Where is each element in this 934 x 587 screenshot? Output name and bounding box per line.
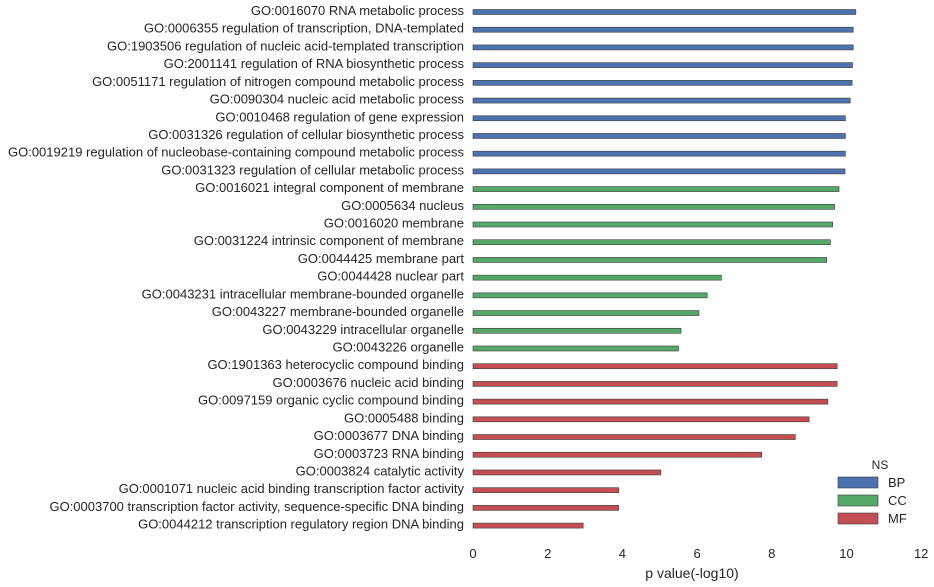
category-label: GO:0003676 nucleic acid binding: [272, 375, 464, 390]
x-tick-label: 2: [544, 546, 551, 561]
bar-cc: [472, 327, 682, 334]
bar-cc: [472, 292, 708, 299]
bar-mf: [472, 381, 838, 387]
category-label: GO:0043229 intracellular organelle: [262, 322, 464, 337]
x-tick-label: 4: [619, 546, 626, 561]
x-axis: p value(-log10) 0 2 4 6 8 10 12: [469, 546, 928, 581]
category-label: GO:0016021 integral component of membran…: [195, 180, 464, 195]
bar-mf: [472, 416, 810, 423]
x-tick-label: 6: [693, 546, 700, 561]
category-label: GO:0016020 membrane: [324, 216, 464, 231]
bar-bp: [472, 26, 854, 33]
legend-swatch-cc: [837, 494, 879, 507]
category-label: GO:0010468 regulation of gene expression: [215, 109, 464, 124]
category-label: GO:0005634 nucleus: [341, 198, 464, 213]
legend-swatch-bp: [837, 476, 879, 489]
category-label: GO:0031326 regulation of cellular biosyn…: [148, 127, 464, 142]
bar-bp: [472, 9, 857, 15]
x-tick-label: 12: [914, 546, 928, 561]
bar-bp: [472, 115, 846, 122]
bar-mf: [472, 451, 763, 458]
bar-bp: [472, 168, 846, 175]
category-label: GO:0043226 organelle: [332, 339, 464, 354]
bar-bp: [472, 150, 846, 157]
category-labels: GO:0016070 RNA metabolic process GO:00063…: [8, 3, 465, 532]
category-label: GO:0019219 regulation of nucleobase-cont…: [8, 145, 465, 160]
bar-cc: [472, 257, 828, 263]
category-label: GO:0043231 intracellular membrane-bounde…: [142, 286, 464, 301]
x-tick-label: 10: [839, 546, 853, 561]
bars-layer: [472, 9, 857, 529]
category-label: GO:0051171 regulation of nitrogen compou…: [92, 74, 464, 89]
category-label: GO:0003723 RNA binding: [314, 446, 464, 461]
bar-bp: [472, 133, 846, 139]
category-label: GO:0044425 membrane part: [298, 251, 465, 266]
category-label: GO:0044212 transcription regulatory regi…: [138, 517, 464, 532]
category-label: GO:1903506 regulation of nucleic acid-te…: [107, 38, 464, 53]
category-label: GO:0003700 transcription factor activity…: [49, 499, 464, 514]
bar-cc: [472, 239, 831, 246]
category-label: GO:0043227 membrane-bounded organelle: [212, 304, 464, 319]
category-label: GO:1901363 heterocyclic compound binding: [207, 357, 464, 372]
bar-mf: [472, 398, 829, 405]
legend-title: NS: [872, 458, 889, 472]
bar-cc: [472, 221, 833, 228]
category-label: GO:0031224 intrinsic component of membra…: [194, 233, 464, 248]
category-label: GO:0031323 regulation of cellular metabo…: [161, 162, 464, 177]
bar-mf: [472, 487, 619, 493]
legend-label-mf: MF: [888, 511, 907, 526]
category-label: GO:0006355 regulation of transcription, …: [144, 21, 464, 36]
bar-cc: [472, 345, 679, 352]
x-tick-label: 0: [469, 546, 476, 561]
legend-swatch-mf: [837, 512, 879, 525]
category-label: GO:0003824 catalytic activity: [296, 463, 465, 478]
category-label: GO:0005488 binding: [344, 410, 464, 425]
bar-bp: [472, 44, 854, 51]
bar-bp: [472, 62, 853, 68]
bar-cc: [472, 310, 700, 316]
legend: NS BP CC MF: [837, 458, 907, 526]
bar-bp: [472, 97, 851, 104]
category-label: GO:0016070 RNA metabolic process: [251, 3, 465, 18]
bar-bp: [472, 80, 853, 86]
category-label: GO:2001141 regulation of RNA biosyntheti…: [164, 56, 465, 71]
bar-cc: [472, 186, 840, 192]
category-label: GO:0001071 nucleic acid binding transcri…: [119, 481, 465, 496]
category-label: GO:0044428 nuclear part: [317, 269, 464, 284]
legend-label-cc: CC: [888, 493, 907, 508]
category-label: GO:0003677 DNA binding: [314, 428, 464, 443]
x-axis-label: p value(-log10): [645, 565, 738, 581]
legend-label-bp: BP: [888, 475, 905, 490]
bar-mf: [472, 522, 584, 529]
bar-mf: [472, 469, 662, 476]
bar-mf: [472, 363, 838, 370]
category-label: GO:0097159 organic cyclic compound bindi…: [198, 393, 464, 408]
bar-cc: [472, 204, 835, 210]
x-tick-label: 8: [768, 546, 775, 561]
bar-mf: [472, 434, 796, 440]
category-label: GO:0090304 nucleic acid metabolic proces…: [210, 92, 465, 107]
bar-cc: [472, 274, 722, 281]
bar-mf: [472, 505, 619, 511]
